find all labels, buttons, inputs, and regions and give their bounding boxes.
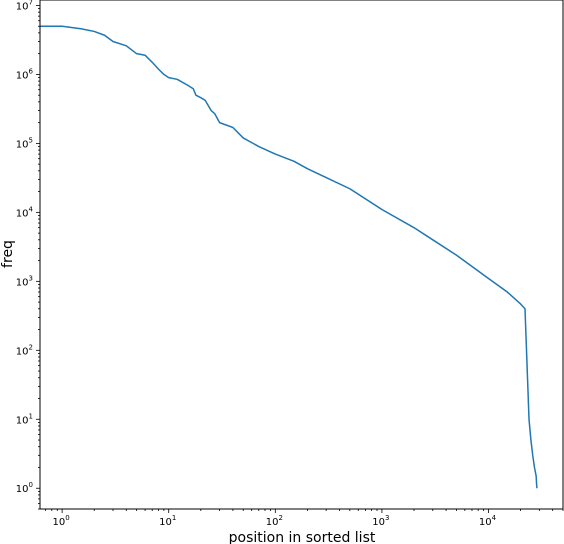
y-tick-label-base: 10 bbox=[16, 208, 29, 219]
y-tick-label: 102 bbox=[16, 343, 33, 357]
y-tick-label-base: 10 bbox=[16, 484, 29, 495]
y-tick-label: 106 bbox=[16, 67, 34, 81]
y-tick-label: 103 bbox=[16, 274, 33, 288]
y-tick-label-base: 10 bbox=[16, 70, 29, 81]
plot-frame bbox=[39, 0, 564, 510]
y-tick-label-base: 10 bbox=[16, 415, 29, 426]
y-tick-label-exponent: 6 bbox=[29, 67, 34, 75]
y-tick-label-exponent: 0 bbox=[29, 481, 33, 489]
x-tick-label: 101 bbox=[159, 514, 176, 528]
y-axis-label: freq bbox=[0, 240, 16, 268]
y-tick-label-base: 10 bbox=[16, 277, 29, 288]
y-tick-label-base: 10 bbox=[16, 139, 29, 150]
x-tick-label-base: 10 bbox=[53, 517, 66, 528]
x-tick-label: 103 bbox=[372, 514, 389, 528]
x-tick-label-base: 10 bbox=[372, 517, 385, 528]
y-tick-label-exponent: 1 bbox=[29, 412, 33, 420]
y-tick-label-base: 10 bbox=[16, 346, 29, 357]
x-tick-label: 100 bbox=[53, 514, 70, 528]
x-tick-label-exponent: 4 bbox=[492, 514, 497, 522]
y-tick-label: 101 bbox=[16, 412, 33, 426]
x-tick-label: 102 bbox=[266, 514, 283, 528]
x-tick-label-base: 10 bbox=[266, 517, 279, 528]
y-tick-label: 107 bbox=[16, 0, 33, 12]
x-tick-label-exponent: 1 bbox=[172, 514, 176, 522]
y-tick-label: 100 bbox=[16, 481, 33, 495]
y-tick-label-exponent: 2 bbox=[29, 343, 33, 351]
x-tick-label-base: 10 bbox=[159, 517, 172, 528]
series-line bbox=[40, 25, 538, 489]
x-axis-label: position in sorted list bbox=[229, 530, 376, 544]
x-tick-label-exponent: 0 bbox=[65, 514, 69, 522]
plot-area bbox=[40, 25, 538, 489]
y-tick-label-exponent: 4 bbox=[29, 205, 34, 213]
x-tick-label-base: 10 bbox=[479, 517, 492, 528]
y-tick-label-exponent: 7 bbox=[29, 0, 33, 6]
y-tick-label: 104 bbox=[16, 205, 34, 219]
x-axis-ticks: 100 101 102 103 104 bbox=[45, 509, 564, 528]
x-tick-label-exponent: 3 bbox=[385, 514, 389, 522]
y-tick-label-base: 10 bbox=[16, 1, 29, 12]
y-tick-label: 105 bbox=[16, 136, 33, 150]
y-tick-label-exponent: 5 bbox=[29, 136, 33, 144]
x-tick-label: 104 bbox=[479, 514, 497, 528]
x-tick-label-exponent: 2 bbox=[278, 514, 282, 522]
y-tick-label-exponent: 3 bbox=[29, 274, 33, 282]
